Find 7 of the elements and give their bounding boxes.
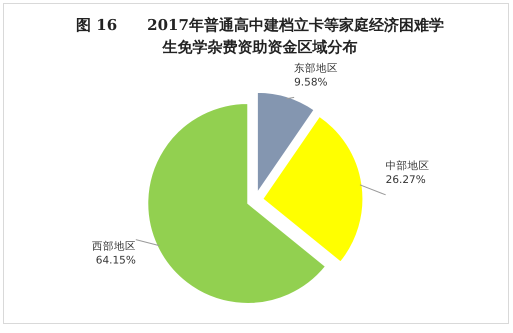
chart-title: 图 16 2017年普通高中建档立卡等家庭经济困难学生免学杂费资助资金区域分布	[76, 16, 444, 56]
data-label: 9.58%	[294, 76, 328, 88]
slice-label: 东部地区	[294, 61, 338, 74]
slice-label: 中部地区	[386, 158, 430, 172]
slice-label: 西部地区	[92, 240, 136, 253]
data-label: 26.27%	[386, 174, 426, 186]
data-label: 64.15%	[96, 254, 136, 267]
